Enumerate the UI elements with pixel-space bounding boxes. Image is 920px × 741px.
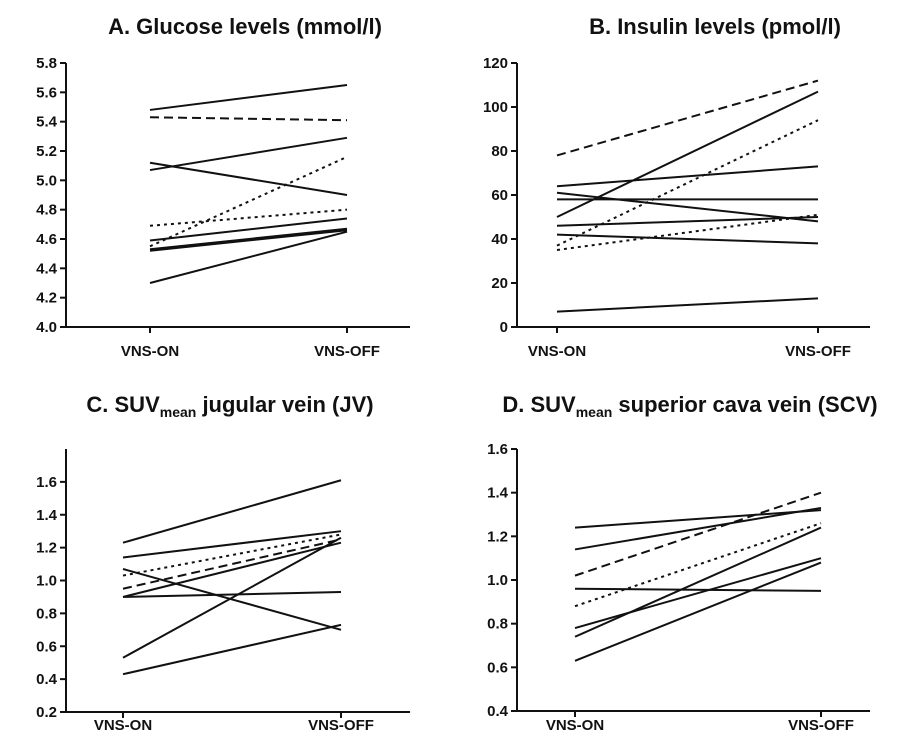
y-tick-label: 1.6 — [36, 474, 57, 491]
panel-suv-jugular: C. SUVmean jugular vein (JV) 0.2 0.4 0.6 0.8… — [36, 392, 410, 734]
series-line — [574, 506, 822, 551]
series-line — [556, 213, 819, 251]
chart-title: D. SUVmean superior cava vein (SCV) — [502, 392, 877, 420]
series-line — [556, 191, 819, 223]
series-line — [556, 90, 819, 218]
y-tick-label: 5.6 — [36, 84, 57, 101]
panel-glucose: A. Glucose levels (mmol/l) 4.0 4.2 4.4 4.6 4.… — [36, 14, 410, 360]
y-tick-label: 0.8 — [487, 616, 508, 633]
chart-title: A. Glucose levels (mmol/l) — [108, 14, 382, 39]
y-tick-label: 1.0 — [36, 573, 57, 590]
y-tick-label: 120 — [483, 55, 508, 72]
series-line — [149, 161, 348, 196]
series-line — [574, 509, 822, 529]
title-main: D. SUV — [502, 392, 576, 417]
series-line — [149, 208, 348, 227]
series-line — [149, 227, 348, 251]
x-category-label: VNS-OFF — [788, 717, 854, 734]
series-line — [556, 216, 819, 227]
series-line — [556, 233, 819, 245]
y-tick-label: 1.2 — [36, 540, 57, 557]
y-tick-label: 5.8 — [36, 55, 57, 72]
series-line — [574, 557, 822, 629]
series-line — [122, 591, 342, 598]
y-tick-label: 60 — [491, 187, 508, 204]
series-line — [122, 536, 342, 659]
y-tick-label: 0.6 — [36, 638, 57, 655]
y-tick-label: 40 — [491, 231, 508, 248]
series-line — [122, 479, 342, 544]
series-line — [149, 136, 348, 172]
series-line — [556, 165, 819, 188]
y-tick-label: 4.2 — [36, 290, 57, 307]
y-tick-label: 1.2 — [487, 528, 508, 545]
series-line — [122, 533, 342, 577]
series-line — [556, 79, 819, 157]
x-category-label: VNS-ON — [121, 343, 179, 360]
title-main: A. Glucose levels (mmol/l) — [108, 14, 382, 39]
chart-title: B. Insulin levels (pmol/l) — [589, 14, 841, 39]
series-line — [122, 530, 342, 559]
y-tick-label: 5.0 — [36, 172, 57, 189]
x-category-label: VNS-OFF — [308, 717, 374, 734]
x-category-label: VNS-OFF — [314, 343, 380, 360]
y-tick-label: 5.2 — [36, 143, 57, 160]
series-line — [122, 538, 342, 590]
series-line — [556, 297, 819, 313]
series-line — [149, 84, 348, 111]
y-tick-label: 1.0 — [487, 572, 508, 589]
x-category-label: VNS-ON — [546, 717, 604, 734]
series-line — [149, 116, 348, 122]
title-subscript: mean — [160, 404, 197, 420]
series-line — [574, 491, 822, 577]
y-tick-label: 1.4 — [36, 507, 58, 524]
y-tick-label: 0.6 — [487, 659, 508, 676]
y-tick-label: 20 — [491, 275, 508, 292]
y-tick-label: 4.0 — [36, 319, 57, 336]
y-tick-label: 1.6 — [487, 441, 508, 458]
y-tick-label: 0.4 — [36, 671, 58, 688]
title-subscript: mean — [576, 404, 613, 420]
y-tick-label: 0.4 — [487, 703, 509, 720]
x-category-label: VNS-OFF — [785, 343, 851, 360]
series-line — [149, 217, 348, 242]
y-tick-label: 0 — [500, 319, 508, 336]
y-tick-label: 5.4 — [36, 114, 58, 131]
y-tick-label: 4.6 — [36, 231, 57, 248]
series-line — [122, 568, 342, 631]
x-category-label: VNS-ON — [528, 343, 586, 360]
series-line — [574, 561, 822, 662]
chart-title: C. SUVmean jugular vein (JV) — [86, 392, 373, 420]
y-tick-label: 80 — [491, 143, 508, 160]
title-main: C. SUV — [86, 392, 160, 417]
y-tick-label: 100 — [483, 99, 508, 116]
y-tick-label: 1.4 — [487, 485, 509, 502]
series-line — [149, 230, 348, 284]
series-line — [122, 623, 342, 676]
title-suffix: superior cava vein (SCV) — [612, 392, 877, 417]
x-category-label: VNS-ON — [94, 717, 152, 734]
series-line — [122, 541, 342, 598]
series-line — [574, 526, 822, 638]
series-line — [574, 522, 822, 608]
series-line — [574, 587, 822, 592]
panel-insulin: B. Insulin levels (pmol/l) 0 20 40 60 80 100 12… — [483, 14, 870, 360]
panel-suv-scv: D. SUVmean superior cava vein (SCV) 0.4 0.… — [487, 392, 877, 734]
y-tick-label: 0.8 — [36, 605, 57, 622]
y-tick-label: 0.2 — [36, 704, 57, 721]
title-main: B. Insulin levels (pmol/l) — [589, 14, 841, 39]
series-line — [149, 155, 348, 248]
series-line — [149, 229, 348, 252]
title-suffix: jugular vein (JV) — [196, 392, 373, 417]
y-tick-label: 4.8 — [36, 202, 57, 219]
y-tick-label: 4.4 — [36, 260, 58, 277]
